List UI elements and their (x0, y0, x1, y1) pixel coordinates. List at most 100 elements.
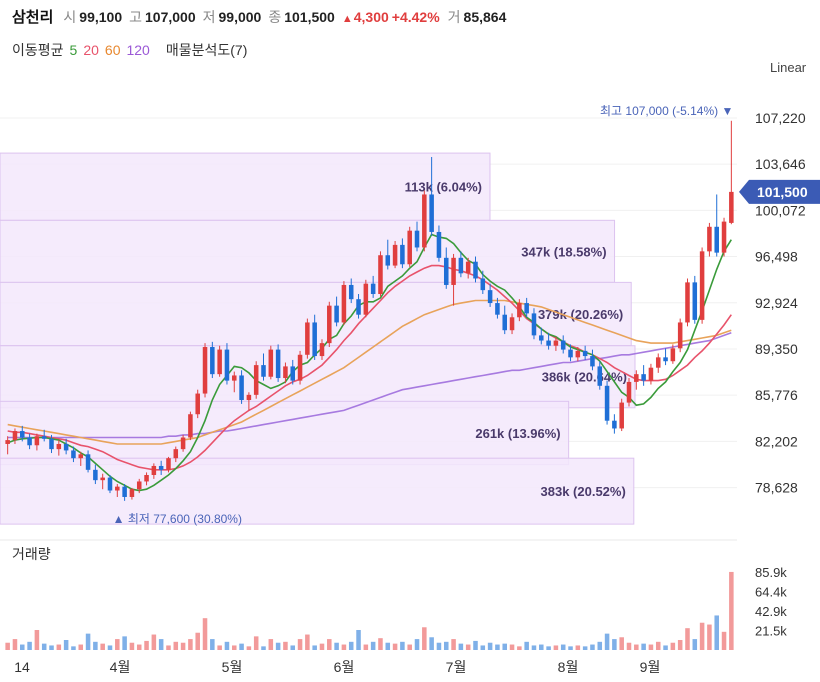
volume-bar (517, 646, 522, 650)
y-axis-tick: 78,628 (755, 480, 798, 496)
x-axis-label: 7월 (446, 659, 467, 675)
ma20-label[interactable]: 20 (83, 42, 99, 58)
volume-bar (575, 645, 581, 650)
volume-bar (597, 641, 603, 650)
volume-bar (115, 639, 120, 650)
y-axis-tick: 92,924 (755, 295, 798, 311)
volume-bar (100, 643, 105, 650)
candle-body (246, 394, 252, 401)
volume-panel-title: 거래량 (12, 546, 51, 562)
candle-body (582, 350, 588, 357)
volume-bar (261, 646, 266, 650)
volume-bar (407, 644, 412, 650)
volume-profile-label[interactable]: 매물분석도(7) (165, 42, 248, 58)
ma120-label[interactable]: 120 (126, 42, 150, 58)
change-value: 4,300 (353, 9, 389, 25)
volume-axis-tick: 42.9k (755, 604, 787, 619)
stock-name: 삼천리 (12, 9, 54, 26)
candle-body (122, 486, 127, 497)
x-axis-label: 6월 (334, 659, 355, 675)
x-axis-label: 5월 (222, 659, 243, 675)
volume-bar (151, 634, 157, 650)
volume-profile-bar (0, 219, 616, 283)
volume-bar (268, 639, 274, 650)
high-value: 107,000 (145, 9, 196, 25)
y-axis-tick: 85,776 (755, 387, 798, 403)
volume-bar (604, 633, 610, 650)
volume-bar (356, 629, 361, 650)
volume-bar (634, 644, 639, 650)
volume-bar (85, 633, 91, 650)
candle-body (729, 191, 734, 223)
candle-body (429, 194, 434, 232)
volume-bar (553, 645, 559, 650)
candle-body (509, 317, 515, 331)
candle-body (575, 350, 581, 358)
candle-body (524, 303, 529, 314)
volume-bar (502, 643, 508, 650)
volume-bar (297, 639, 303, 650)
ma60-line (7, 299, 732, 445)
volume-bar (590, 644, 595, 650)
volume-bar (78, 644, 84, 650)
candle-body (297, 354, 303, 381)
candle-body (231, 375, 237, 381)
volume-bar (699, 622, 705, 650)
volume-bar (619, 637, 624, 650)
candle-body (275, 349, 281, 379)
low-value: 99,000 (218, 9, 262, 25)
candle-body (319, 343, 325, 357)
y-axis-tick: 107,220 (755, 110, 806, 126)
volume-bar (370, 641, 376, 650)
candle-body (619, 402, 624, 429)
close-label: 종 (268, 9, 282, 25)
x-axis-label: 14 (14, 659, 30, 675)
min-price-marker: ▲ 최저 77,600 (30.80%) (113, 512, 242, 526)
candle-body (224, 349, 230, 381)
candle-body (699, 251, 705, 320)
quote-header: 삼천리 시 99,100 고 107,000 저 99,000 종 101,50… (12, 6, 513, 28)
candle-body (239, 375, 244, 401)
volume-bar (56, 644, 62, 650)
volume-bar (49, 645, 54, 650)
volume-bar (327, 639, 332, 650)
candle-body (115, 486, 120, 491)
moving-average-legend[interactable]: 이동평균 5 20 60 120 매물분석도(7) (12, 40, 247, 60)
candle-body (612, 420, 617, 429)
candle-body (590, 356, 595, 367)
candle-body (363, 283, 369, 315)
volume-bar (93, 641, 98, 650)
candle-body (63, 443, 69, 451)
candle-body (539, 335, 544, 341)
candle-body (261, 365, 266, 377)
candle-body (721, 221, 727, 253)
candle-body (334, 305, 339, 323)
candle-body (166, 458, 171, 470)
volume-bar (531, 645, 537, 650)
candle-body (202, 347, 208, 394)
change-percent: +4.42% (391, 9, 440, 25)
volume-bar (473, 640, 478, 650)
current-price-label: 101,500 (757, 184, 808, 200)
volume-bar (341, 644, 347, 650)
up-arrow-icon: ▲ (341, 13, 353, 25)
high-label: 고 (129, 9, 143, 25)
ma5-label[interactable]: 5 (69, 42, 78, 58)
volume-bar (677, 639, 683, 650)
volume-bar (721, 631, 727, 650)
candle-body (641, 374, 646, 381)
candle-body (648, 367, 654, 381)
y-axis-tick: 96,498 (755, 249, 798, 265)
volume-bar (487, 642, 493, 650)
candle-body (370, 283, 376, 295)
candle-body (385, 255, 391, 266)
candle-body (341, 284, 347, 323)
close-value: 101,500 (284, 9, 335, 25)
open-value: 99,100 (79, 9, 123, 25)
candle-body (407, 230, 412, 265)
candle-body (626, 381, 632, 403)
volume-bar (641, 643, 646, 650)
scale-toggle-button[interactable]: Linear (770, 60, 807, 75)
ma60-label[interactable]: 60 (104, 42, 121, 58)
